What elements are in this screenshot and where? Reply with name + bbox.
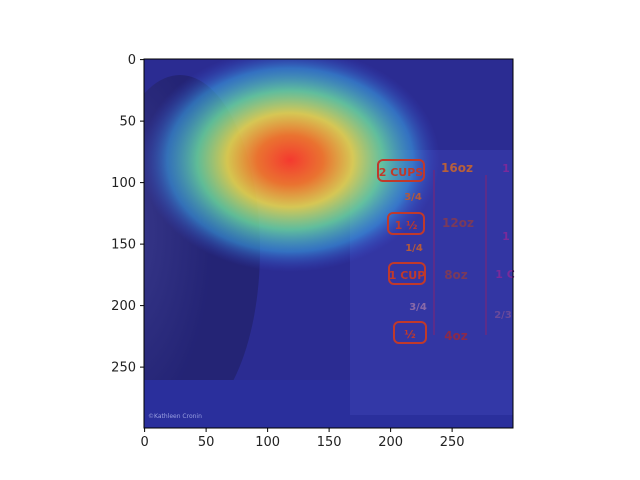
y-tick-label: 100: [111, 176, 136, 191]
cup-fraction-1: 3/4: [404, 192, 422, 203]
y-tick-label: 150: [111, 238, 136, 253]
y-axis: 0 50 100 150 200 250: [111, 53, 144, 376]
x-tick-label: 100: [255, 435, 280, 450]
cup-right-1: 1: [502, 162, 510, 175]
cup-right-4: 2/3: [494, 310, 512, 321]
cup-right-3: 1 C: [495, 268, 515, 281]
y-tick-label: 0: [128, 53, 136, 68]
cup-oz-4: 4oz: [444, 329, 468, 343]
cup-oz-16: 16oz: [441, 161, 473, 175]
cup-label-half: ½: [404, 328, 415, 341]
cup-fraction-3: 3/4: [409, 302, 427, 313]
photo-watermark: ©Kathleen Cronin: [148, 413, 202, 420]
cup-oz-12: 12oz: [442, 216, 474, 230]
plot-frame: [143, 58, 514, 429]
attention-heat: [144, 59, 490, 290]
x-tick-label: 250: [440, 435, 465, 450]
cup-markings: 2 CUPS 1 ½ 1 CUP ½ 3/4 1/4 3/4 16oz 12oz…: [148, 159, 515, 420]
cup-right-2: 1: [502, 230, 510, 243]
cup-label-1-half: 1 ½: [395, 219, 418, 232]
cup-fraction-2: 1/4: [405, 243, 423, 254]
y-tick-label: 200: [111, 299, 136, 314]
x-tick-label: 50: [198, 435, 215, 450]
y-tick-label: 50: [119, 115, 136, 130]
x-tick-label: 150: [317, 435, 342, 450]
cup-oz-8: 8oz: [444, 268, 468, 282]
photo-heatmap: [144, 59, 513, 428]
x-axis: 0 50 100 150 200 250: [140, 428, 465, 450]
y-tick-label: 250: [111, 361, 136, 376]
x-tick-label: 200: [378, 435, 403, 450]
x-tick-label: 0: [140, 435, 148, 450]
cup-label-1cup: 1 CUP: [389, 269, 426, 282]
cup-label-2cups: 2 CUPS: [379, 166, 424, 179]
